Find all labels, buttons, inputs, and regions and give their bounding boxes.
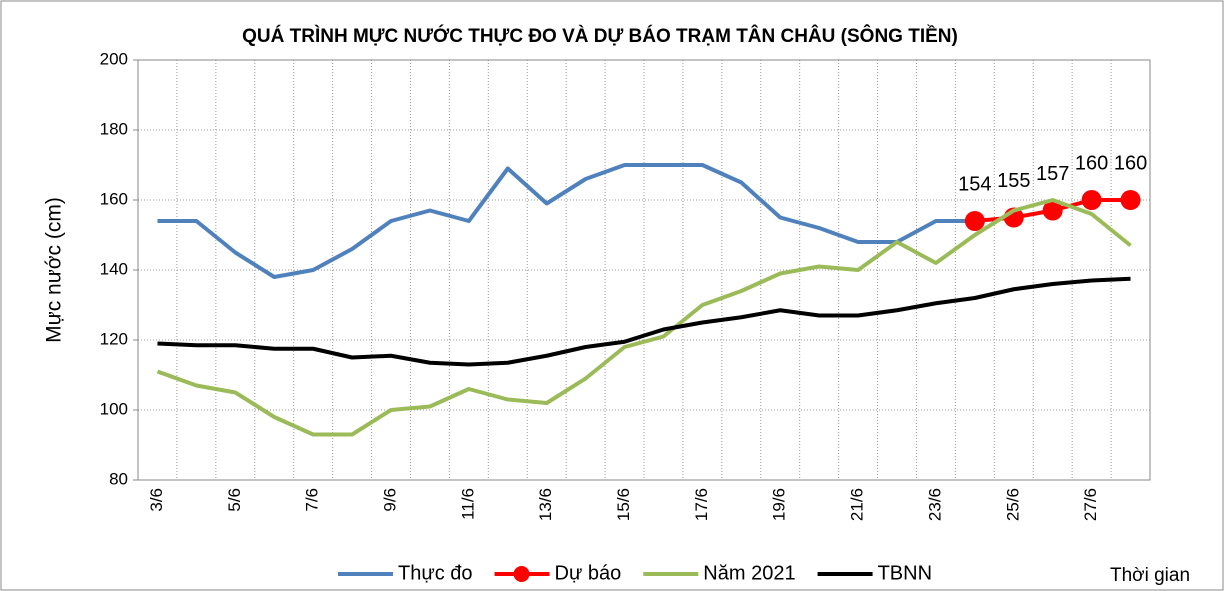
x-tick-label: 21/6 bbox=[848, 488, 867, 521]
series-line bbox=[157, 276, 1131, 367]
x-tick-label: 9/6 bbox=[380, 488, 399, 512]
data-label: 160 bbox=[1075, 152, 1108, 174]
y-tick-label: 180 bbox=[100, 119, 128, 138]
legend-label: Thực đo bbox=[398, 562, 473, 584]
x-tick-label: 5/6 bbox=[225, 488, 244, 512]
y-tick-label: 80 bbox=[109, 469, 128, 488]
y-tick-label: 200 bbox=[100, 49, 128, 68]
series-line bbox=[157, 163, 975, 279]
y-tick-label: 100 bbox=[100, 399, 128, 418]
x-axis-label: Thời gian bbox=[1110, 565, 1190, 586]
series-line bbox=[156, 198, 1132, 437]
data-label: 157 bbox=[1036, 163, 1069, 185]
x-tick-label: 11/6 bbox=[458, 488, 477, 520]
data-label: 155 bbox=[997, 170, 1030, 192]
y-tick-label: 160 bbox=[100, 189, 128, 208]
x-tick-label: 19/6 bbox=[770, 488, 789, 521]
chart-title: QUÁ TRÌNH MỰC NƯỚC THỰC ĐO VÀ DỰ BÁO TRẠ… bbox=[242, 25, 958, 47]
x-tick-label: 3/6 bbox=[147, 488, 166, 512]
x-tick-label: 23/6 bbox=[925, 488, 944, 521]
x-tick-label: 27/6 bbox=[1081, 488, 1100, 521]
y-axis-label: Mực nước (cm) bbox=[43, 197, 66, 343]
y-tick-label: 140 bbox=[100, 259, 128, 278]
x-tick-label: 13/6 bbox=[536, 488, 555, 521]
point bbox=[1081, 190, 1102, 210]
legend-label: Dự báo bbox=[555, 562, 622, 584]
x-tick-label: 7/6 bbox=[303, 488, 322, 512]
legend-label: TBNN bbox=[878, 562, 932, 584]
x-tick-label: 15/6 bbox=[614, 488, 633, 521]
y-tick-label: 120 bbox=[100, 329, 128, 348]
x-tick-label: 25/6 bbox=[1003, 488, 1022, 521]
point bbox=[1042, 200, 1063, 221]
point bbox=[1120, 190, 1141, 210]
legend-marker bbox=[513, 566, 530, 582]
legend-label: Năm 2021 bbox=[703, 562, 795, 584]
x-tick-label: 17/6 bbox=[692, 488, 711, 521]
point bbox=[964, 211, 985, 231]
plot-area bbox=[137, 59, 1151, 481]
data-label: 160 bbox=[1114, 152, 1147, 174]
data-label: 154 bbox=[958, 173, 991, 195]
